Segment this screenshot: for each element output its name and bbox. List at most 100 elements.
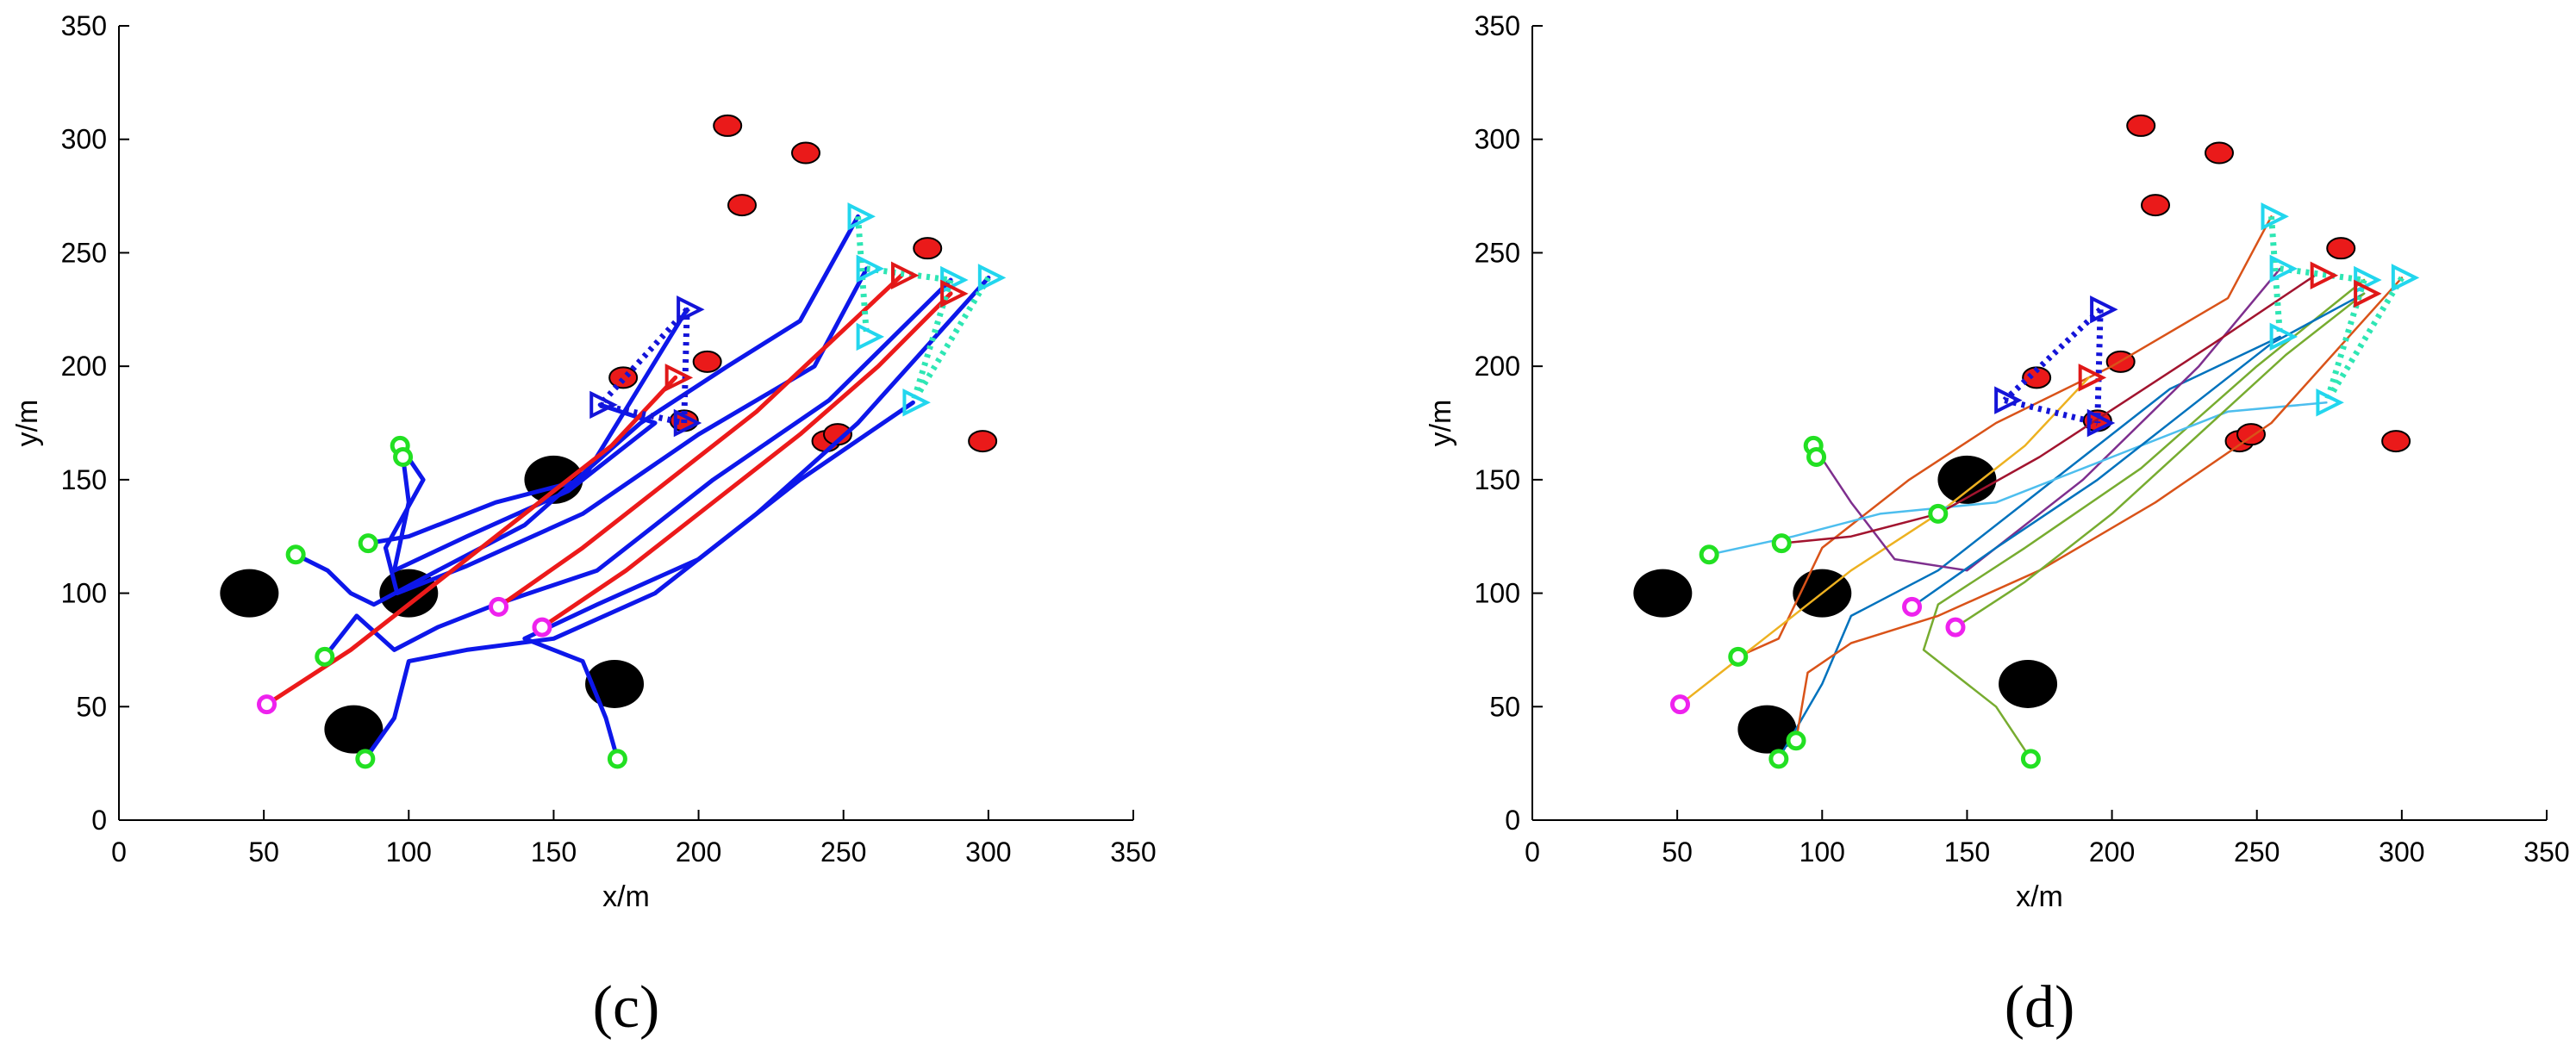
formation-link-cyan	[855, 216, 870, 338]
x-tick-label: 250	[2234, 836, 2280, 868]
start-marker-green	[358, 533, 378, 554]
y-tick-label: 200	[61, 351, 107, 382]
end-triangle-cyan	[940, 265, 969, 295]
x-tick-label: 150	[531, 836, 577, 868]
formation-link-blue	[2004, 397, 2099, 426]
y-tick-label: 150	[61, 464, 107, 495]
trajectory-line	[293, 214, 860, 607]
x-tick-label: 100	[1799, 836, 1845, 868]
trajectory-line	[1954, 292, 2366, 629]
formation-link-cyan	[2268, 216, 2284, 338]
x-tick-label: 200	[676, 836, 721, 868]
start-marker-green	[607, 749, 627, 769]
y-tick-label: 100	[61, 578, 107, 609]
panel-label: (c)	[593, 974, 660, 1041]
y-tick-label: 0	[1505, 805, 1520, 836]
start-marker-green	[1768, 749, 1789, 769]
x-tick-label: 350	[2523, 836, 2569, 868]
trajectory-line	[1922, 278, 2366, 761]
start-marker-magenta	[1902, 596, 1923, 617]
end-triangle-cyan	[902, 389, 931, 417]
end-triangle-blue	[1994, 386, 2023, 414]
end-triangle-cyan	[847, 202, 876, 231]
y-axis-label: y/m	[11, 400, 44, 447]
target-marker	[608, 366, 639, 389]
obstacle-marker	[1737, 705, 1797, 754]
formation-link-blue	[597, 307, 689, 407]
y-tick-label: 150	[1475, 464, 1520, 495]
x-tick-label: 50	[248, 836, 279, 868]
start-marker-green	[393, 447, 414, 468]
trajectory-line	[392, 402, 658, 573]
formation-link-blue	[2094, 309, 2104, 424]
y-tick-label: 300	[1475, 124, 1520, 155]
end-triangle-blue	[2086, 408, 2116, 438]
trajectory-line	[365, 307, 689, 546]
obstacle-marker	[1633, 569, 1693, 618]
x-tick-label: 100	[386, 836, 432, 868]
target-marker	[2022, 366, 2052, 389]
x-tick-label: 150	[1944, 836, 1990, 868]
end-triangle-cyan	[977, 264, 1007, 292]
start-marker-green	[355, 749, 376, 769]
trajectory-line	[1737, 215, 2273, 658]
target-marker	[2236, 423, 2266, 446]
end-triangle-blue	[589, 390, 618, 420]
end-triangle-cyan	[2316, 389, 2344, 417]
target-marker	[913, 237, 943, 260]
y-tick-label: 300	[61, 124, 107, 155]
end-triangle-cyan	[2354, 265, 2382, 295]
end-triangle-cyan	[2269, 322, 2298, 351]
start-marker-green	[315, 646, 335, 667]
panel-c: 0 50 100 150 200 250 300 350 0 50 100 150 200 250 300 3…	[11, 10, 1157, 1041]
start-marker-green	[1728, 646, 1749, 667]
target-marker	[822, 423, 852, 446]
start-marker-green	[1771, 533, 1792, 554]
x-tick-label: 250	[820, 836, 866, 868]
target-marker	[692, 350, 722, 373]
end-triangle-cyan	[2269, 254, 2298, 283]
end-triangle-cyan	[2261, 202, 2290, 231]
trajectory-line	[1911, 292, 2366, 608]
obstacle-marker	[324, 705, 384, 754]
x-tick-label: 350	[1110, 836, 1156, 868]
trajectory-line	[1794, 277, 2404, 743]
y-tick-label: 100	[1475, 578, 1520, 609]
formation-link-blue	[681, 309, 690, 424]
target-marker	[727, 194, 758, 217]
trajectory-line	[265, 375, 678, 707]
start-marker-green	[1928, 503, 1949, 524]
end-triangle-cyan	[856, 322, 885, 351]
x-tick-label: 0	[111, 836, 127, 868]
panel-label: (d)	[2005, 974, 2075, 1041]
trajectory-line	[522, 400, 915, 762]
end-triangle-red	[2078, 364, 2107, 392]
start-marker-green	[1806, 447, 1827, 468]
y-tick-label: 50	[1489, 691, 1520, 722]
x-axis-label: x/m	[602, 880, 650, 913]
end-triangle-red	[2354, 279, 2382, 308]
start-marker-magenta	[489, 596, 509, 617]
end-triangle-red	[940, 279, 969, 308]
start-marker-green	[1786, 731, 1806, 751]
target-marker	[2141, 194, 2171, 217]
y-tick-label: 350	[1475, 10, 1520, 41]
start-marker-magenta	[1670, 694, 1691, 715]
trajectory-line	[1679, 376, 2090, 706]
start-marker-magenta	[532, 617, 552, 637]
x-axis-label: x/m	[2016, 880, 2063, 913]
target-marker	[790, 141, 820, 165]
start-marker-magenta	[257, 694, 278, 715]
y-tick-label: 250	[61, 237, 107, 268]
trajectory-line	[540, 291, 953, 630]
trajectory-line	[1812, 267, 2281, 572]
formation-link-blue	[599, 401, 685, 426]
obstacle-marker	[220, 569, 279, 618]
end-triangle-blue	[2090, 295, 2118, 324]
end-triangle-red	[2310, 261, 2339, 290]
x-tick-label: 300	[2379, 836, 2424, 868]
start-marker-green	[2020, 749, 2041, 769]
trajectory-line	[1780, 274, 2317, 544]
obstacle-marker	[1999, 659, 2058, 708]
